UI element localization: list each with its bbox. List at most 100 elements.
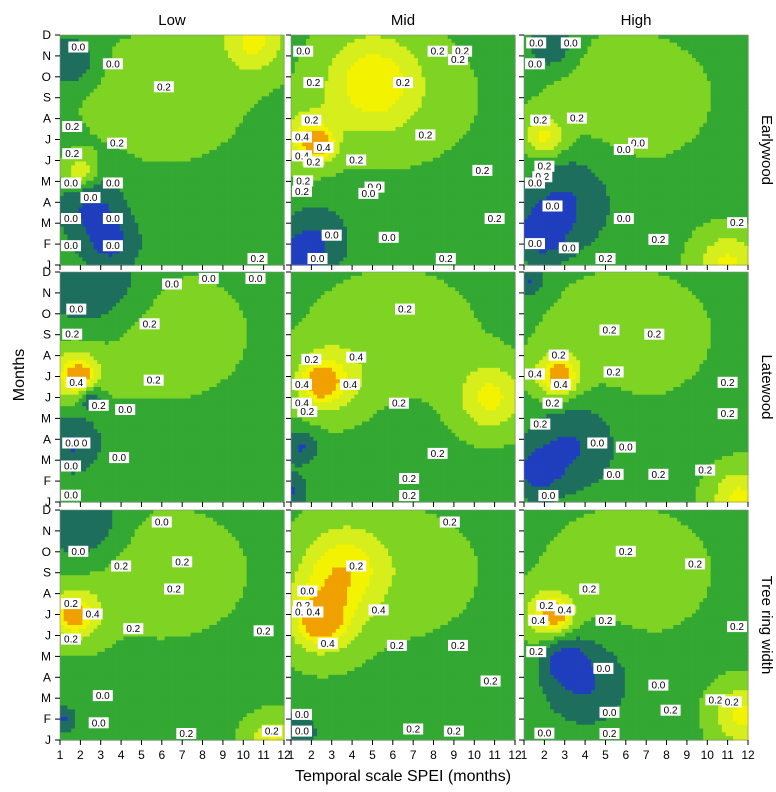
contour-cell <box>232 123 236 127</box>
contour-cell <box>202 66 206 70</box>
contour-cell <box>153 131 157 135</box>
contour-cell <box>105 131 109 135</box>
contour-cell <box>90 77 94 81</box>
contour-cell <box>206 116 210 120</box>
contour-cell <box>67 192 71 196</box>
contour-cell <box>198 93 202 97</box>
contour-cell <box>146 150 150 154</box>
contour-cell <box>228 200 232 204</box>
contour-cell <box>183 123 187 127</box>
contour-cell <box>135 108 139 112</box>
contour-cell <box>247 154 251 158</box>
contour-cell <box>86 177 90 181</box>
contour-cell <box>150 119 154 123</box>
contour-cell <box>243 70 247 74</box>
contour-cell <box>277 169 281 173</box>
contour-cell <box>277 127 281 131</box>
contour-cell <box>206 219 210 223</box>
contour-cell <box>194 154 198 158</box>
contour-cell <box>172 43 176 47</box>
contour-cell <box>109 204 113 208</box>
contour-cell <box>217 238 221 242</box>
contour-cell <box>269 181 273 185</box>
contour-cell <box>269 200 273 204</box>
contour-cell <box>161 154 165 158</box>
contour-cell <box>265 73 269 77</box>
contour-cell <box>277 35 281 39</box>
contour-cell <box>161 96 165 100</box>
contour-cell <box>202 185 206 189</box>
contour-cell <box>94 169 98 173</box>
contour-cell <box>183 119 187 123</box>
contour-cell <box>165 227 169 231</box>
contour-cell <box>146 43 150 47</box>
contour-cell <box>109 77 113 81</box>
contour-cell <box>254 81 258 85</box>
contour-cell <box>224 208 228 212</box>
contour-cell <box>250 54 254 58</box>
contour-cell <box>206 150 210 154</box>
contour-cell <box>269 238 273 242</box>
contour-cell <box>232 231 236 235</box>
contour-cell <box>71 54 75 58</box>
contour-cell <box>127 231 131 235</box>
contour-cell <box>123 257 127 261</box>
contour-cell <box>202 162 206 166</box>
contour-cell <box>101 89 105 93</box>
contour-cell <box>277 112 281 116</box>
contour-cell <box>187 142 191 146</box>
contour-cell <box>165 204 169 208</box>
contour-cell <box>142 181 146 185</box>
contour-cell <box>179 234 183 238</box>
contour-cell <box>206 108 210 112</box>
contour-cell <box>165 123 169 127</box>
contour-cell <box>247 181 251 185</box>
contour-cell <box>165 215 169 219</box>
contour-cell <box>176 238 180 242</box>
contour-cell <box>123 227 127 231</box>
contour-cell <box>153 234 157 238</box>
contour-cell <box>239 208 243 212</box>
contour-cell <box>112 208 116 212</box>
contour-cell <box>172 234 176 238</box>
contour-cell <box>127 146 131 150</box>
contour-cell <box>217 142 221 146</box>
contour-cell <box>262 234 266 238</box>
contour-cell <box>101 81 105 85</box>
contour-cell <box>112 234 116 238</box>
contour-cell <box>247 188 251 192</box>
contour-cell <box>273 146 277 150</box>
contour-cell <box>232 43 236 47</box>
contour-cell <box>86 238 90 242</box>
contour-cell <box>187 35 191 39</box>
contour-cell <box>194 142 198 146</box>
contour-cell <box>187 96 191 100</box>
contour-cell <box>250 238 254 242</box>
contour-cell <box>123 254 127 258</box>
contour-cell <box>243 227 247 231</box>
contour-cell <box>277 238 281 242</box>
contour-cell <box>153 223 157 227</box>
contour-cell <box>90 146 94 150</box>
contour-cell <box>228 77 232 81</box>
contour-cell <box>202 242 206 246</box>
contour-cell <box>75 81 79 85</box>
contour-cell <box>183 257 187 261</box>
contour-cell <box>150 215 154 219</box>
contour-cell <box>127 131 131 135</box>
contour-cell <box>262 96 266 100</box>
contour-cell <box>221 50 225 54</box>
contour-cell <box>82 127 86 131</box>
contour-label: 0.2 <box>157 82 171 93</box>
contour-cell <box>131 81 135 85</box>
contour-cell <box>161 150 165 154</box>
contour-cell <box>86 146 90 150</box>
contour-cell <box>254 112 258 116</box>
contour-cell <box>105 165 109 169</box>
contour-cell <box>277 50 281 54</box>
contour-cell <box>153 77 157 81</box>
contour-cell <box>161 177 165 181</box>
contour-cell <box>60 50 64 54</box>
contour-cell <box>161 39 165 43</box>
contour-cell <box>75 104 79 108</box>
